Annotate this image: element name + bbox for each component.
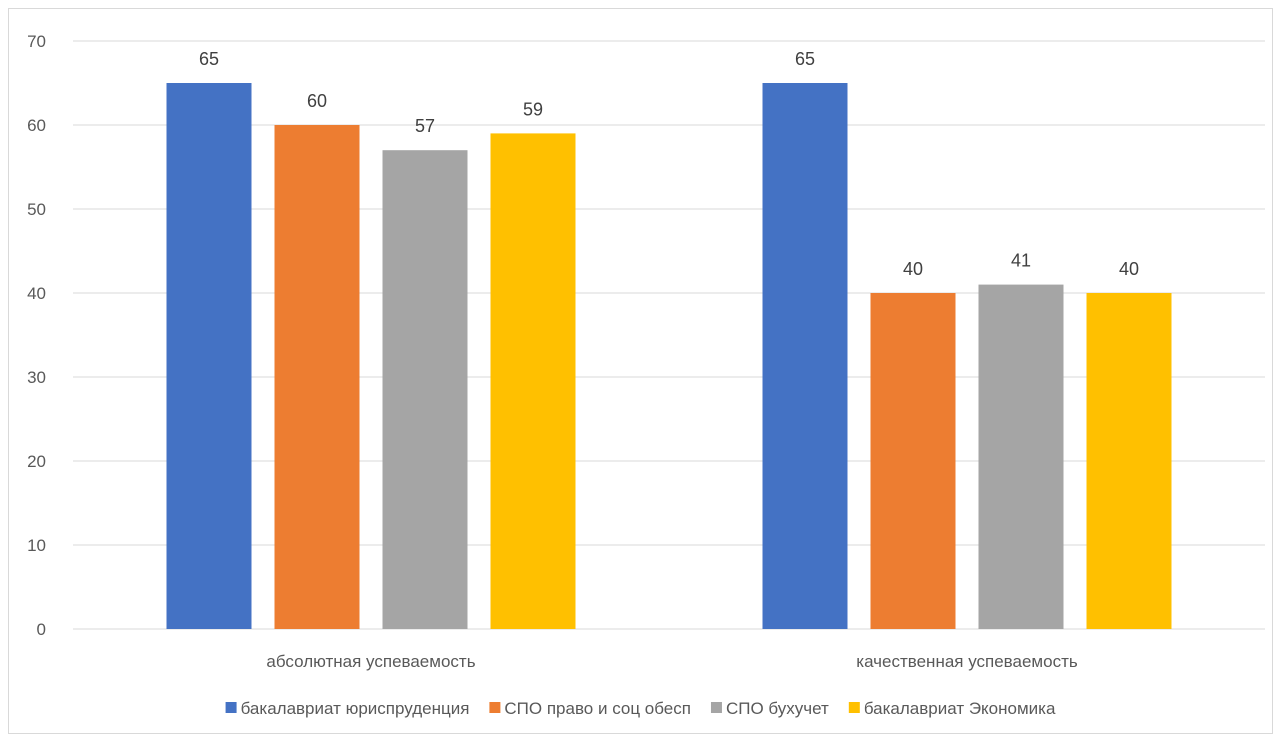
y-tick-label: 10	[27, 536, 46, 555]
y-tick-label: 20	[27, 452, 46, 471]
data-label: 65	[795, 49, 815, 69]
bar	[870, 293, 956, 629]
x-axis-categories: абсолютная успеваемость качественная успе…	[266, 652, 1077, 671]
x-category-label: качественная успеваемость	[856, 652, 1078, 671]
legend-label: СПО право и соц обесп	[504, 699, 691, 718]
data-label: 60	[307, 91, 327, 111]
y-tick-label: 50	[27, 200, 46, 219]
data-label: 40	[903, 259, 923, 279]
data-label: 40	[1119, 259, 1139, 279]
bar	[274, 125, 360, 629]
y-tick-label: 60	[27, 116, 46, 135]
x-category-label: абсолютная успеваемость	[266, 652, 475, 671]
bars	[166, 83, 1172, 629]
y-tick-label: 0	[37, 620, 46, 639]
bar	[1086, 293, 1172, 629]
legend-swatch	[710, 702, 722, 713]
legend-label: бакалавриат Экономика	[864, 699, 1056, 718]
legend: бакалавриат юриспруденция СПО право и соц…	[225, 699, 1056, 718]
bar	[978, 284, 1064, 629]
y-tick-label: 40	[27, 284, 46, 303]
bar	[382, 150, 468, 629]
data-label: 57	[415, 116, 435, 136]
data-labels: 65 60 57 59 65 40 41 40	[199, 49, 1139, 279]
y-axis-ticks: 0 10 20 30 40 50 60 70	[27, 32, 46, 639]
bar	[762, 83, 848, 629]
legend-label: бакалавриат юриспруденция	[241, 699, 470, 718]
y-tick-label: 30	[27, 368, 46, 387]
data-label: 65	[199, 49, 219, 69]
legend-swatch	[848, 702, 860, 713]
y-tick-label: 70	[27, 32, 46, 51]
data-label: 59	[523, 99, 543, 119]
legend-label: СПО бухучет	[726, 699, 829, 718]
gridlines	[73, 40, 1265, 630]
data-label: 41	[1011, 251, 1031, 271]
bar	[490, 133, 576, 629]
legend-swatch	[225, 702, 237, 713]
legend-swatch	[489, 702, 501, 713]
bar	[166, 83, 252, 629]
